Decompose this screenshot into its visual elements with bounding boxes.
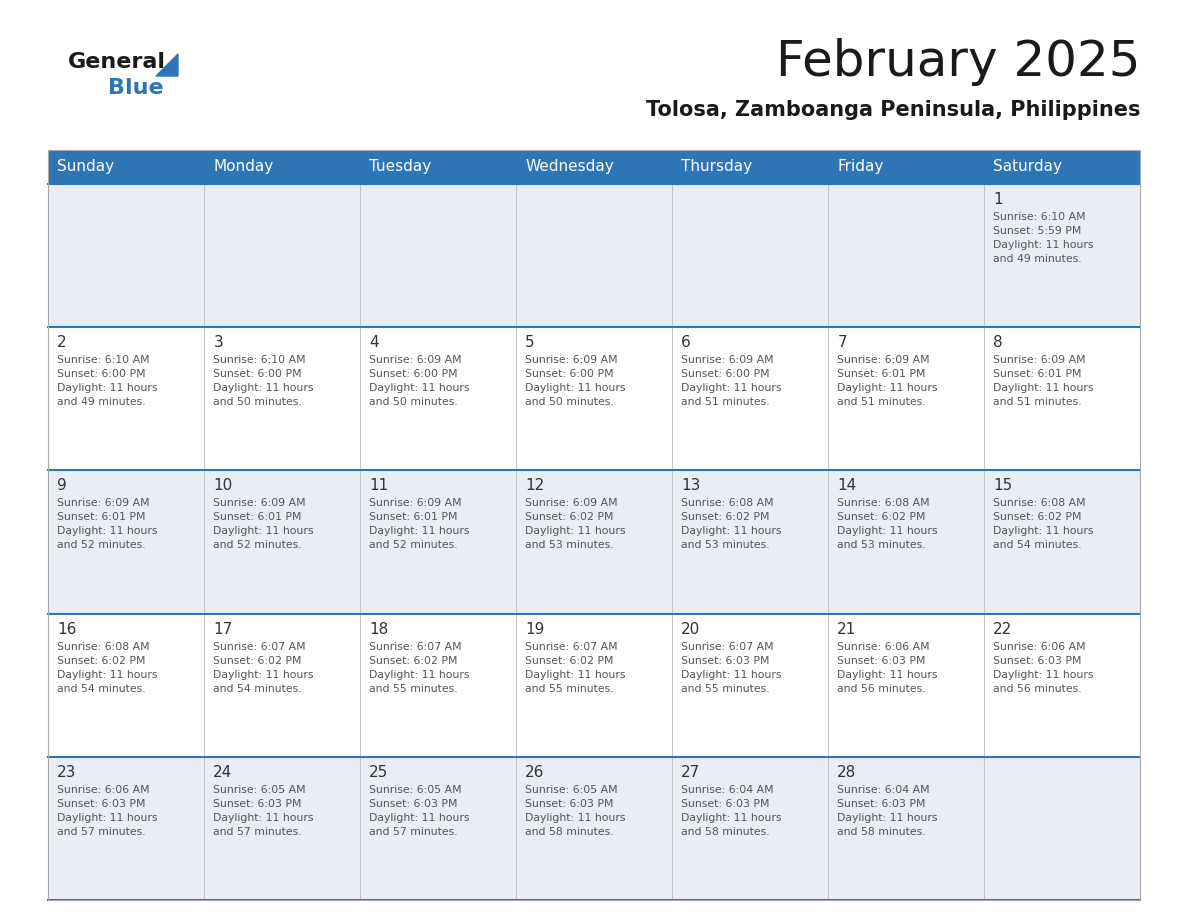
Text: General: General: [68, 52, 166, 72]
Text: 17: 17: [214, 621, 233, 636]
FancyBboxPatch shape: [48, 470, 1140, 613]
Text: Monday: Monday: [214, 160, 273, 174]
Text: 18: 18: [369, 621, 388, 636]
Text: 15: 15: [993, 478, 1012, 493]
Text: Sunrise: 6:09 AM
Sunset: 6:00 PM
Daylight: 11 hours
and 50 minutes.: Sunrise: 6:09 AM Sunset: 6:00 PM Dayligh…: [369, 355, 470, 408]
Text: Wednesday: Wednesday: [525, 160, 614, 174]
Text: Blue: Blue: [108, 78, 164, 98]
Text: Saturday: Saturday: [993, 160, 1062, 174]
Text: Sunday: Sunday: [57, 160, 114, 174]
Text: 2: 2: [57, 335, 67, 350]
Text: 12: 12: [525, 478, 544, 493]
FancyBboxPatch shape: [48, 756, 1140, 900]
Text: Sunrise: 6:05 AM
Sunset: 6:03 PM
Daylight: 11 hours
and 58 minutes.: Sunrise: 6:05 AM Sunset: 6:03 PM Dayligh…: [525, 785, 626, 837]
Text: 9: 9: [57, 478, 67, 493]
Text: 10: 10: [214, 478, 233, 493]
Text: Sunrise: 6:08 AM
Sunset: 6:02 PM
Daylight: 11 hours
and 53 minutes.: Sunrise: 6:08 AM Sunset: 6:02 PM Dayligh…: [838, 498, 937, 551]
Text: Sunrise: 6:10 AM
Sunset: 6:00 PM
Daylight: 11 hours
and 50 minutes.: Sunrise: 6:10 AM Sunset: 6:00 PM Dayligh…: [214, 355, 314, 408]
Text: Sunrise: 6:06 AM
Sunset: 6:03 PM
Daylight: 11 hours
and 56 minutes.: Sunrise: 6:06 AM Sunset: 6:03 PM Dayligh…: [993, 642, 1094, 694]
Text: Sunrise: 6:08 AM
Sunset: 6:02 PM
Daylight: 11 hours
and 54 minutes.: Sunrise: 6:08 AM Sunset: 6:02 PM Dayligh…: [993, 498, 1094, 551]
Text: Sunrise: 6:06 AM
Sunset: 6:03 PM
Daylight: 11 hours
and 56 minutes.: Sunrise: 6:06 AM Sunset: 6:03 PM Dayligh…: [838, 642, 937, 694]
Text: Sunrise: 6:09 AM
Sunset: 6:01 PM
Daylight: 11 hours
and 52 minutes.: Sunrise: 6:09 AM Sunset: 6:01 PM Dayligh…: [214, 498, 314, 551]
Text: 1: 1: [993, 192, 1003, 207]
Text: Sunrise: 6:07 AM
Sunset: 6:02 PM
Daylight: 11 hours
and 55 minutes.: Sunrise: 6:07 AM Sunset: 6:02 PM Dayligh…: [369, 642, 470, 694]
Text: Sunrise: 6:04 AM
Sunset: 6:03 PM
Daylight: 11 hours
and 58 minutes.: Sunrise: 6:04 AM Sunset: 6:03 PM Dayligh…: [682, 785, 782, 837]
Text: 26: 26: [525, 765, 545, 779]
FancyBboxPatch shape: [48, 327, 1140, 470]
Text: 11: 11: [369, 478, 388, 493]
Text: Sunrise: 6:06 AM
Sunset: 6:03 PM
Daylight: 11 hours
and 57 minutes.: Sunrise: 6:06 AM Sunset: 6:03 PM Dayligh…: [57, 785, 158, 837]
Text: February 2025: February 2025: [776, 38, 1140, 86]
Text: Sunrise: 6:09 AM
Sunset: 6:01 PM
Daylight: 11 hours
and 52 minutes.: Sunrise: 6:09 AM Sunset: 6:01 PM Dayligh…: [369, 498, 470, 551]
Text: Sunrise: 6:08 AM
Sunset: 6:02 PM
Daylight: 11 hours
and 53 minutes.: Sunrise: 6:08 AM Sunset: 6:02 PM Dayligh…: [682, 498, 782, 551]
Text: Sunrise: 6:09 AM
Sunset: 6:02 PM
Daylight: 11 hours
and 53 minutes.: Sunrise: 6:09 AM Sunset: 6:02 PM Dayligh…: [525, 498, 626, 551]
Text: Sunrise: 6:04 AM
Sunset: 6:03 PM
Daylight: 11 hours
and 58 minutes.: Sunrise: 6:04 AM Sunset: 6:03 PM Dayligh…: [838, 785, 937, 837]
Text: 28: 28: [838, 765, 857, 779]
Text: 16: 16: [57, 621, 77, 636]
Text: Sunrise: 6:10 AM
Sunset: 6:00 PM
Daylight: 11 hours
and 49 minutes.: Sunrise: 6:10 AM Sunset: 6:00 PM Dayligh…: [57, 355, 158, 408]
Text: Sunrise: 6:09 AM
Sunset: 6:00 PM
Daylight: 11 hours
and 50 minutes.: Sunrise: 6:09 AM Sunset: 6:00 PM Dayligh…: [525, 355, 626, 408]
Text: Sunrise: 6:09 AM
Sunset: 6:01 PM
Daylight: 11 hours
and 51 minutes.: Sunrise: 6:09 AM Sunset: 6:01 PM Dayligh…: [838, 355, 937, 408]
Text: 19: 19: [525, 621, 545, 636]
Text: Sunrise: 6:07 AM
Sunset: 6:03 PM
Daylight: 11 hours
and 55 minutes.: Sunrise: 6:07 AM Sunset: 6:03 PM Dayligh…: [682, 642, 782, 694]
Text: 3: 3: [214, 335, 223, 350]
Text: Sunrise: 6:07 AM
Sunset: 6:02 PM
Daylight: 11 hours
and 54 minutes.: Sunrise: 6:07 AM Sunset: 6:02 PM Dayligh…: [214, 642, 314, 694]
FancyBboxPatch shape: [48, 613, 1140, 756]
Text: 5: 5: [525, 335, 535, 350]
Polygon shape: [156, 54, 178, 76]
Text: 4: 4: [369, 335, 379, 350]
Text: 6: 6: [682, 335, 691, 350]
Text: 20: 20: [682, 621, 701, 636]
Text: Sunrise: 6:08 AM
Sunset: 6:02 PM
Daylight: 11 hours
and 54 minutes.: Sunrise: 6:08 AM Sunset: 6:02 PM Dayligh…: [57, 642, 158, 694]
Text: 23: 23: [57, 765, 77, 779]
Text: 7: 7: [838, 335, 847, 350]
Text: Sunrise: 6:05 AM
Sunset: 6:03 PM
Daylight: 11 hours
and 57 minutes.: Sunrise: 6:05 AM Sunset: 6:03 PM Dayligh…: [369, 785, 470, 837]
Text: 13: 13: [682, 478, 701, 493]
Text: Sunrise: 6:10 AM
Sunset: 5:59 PM
Daylight: 11 hours
and 49 minutes.: Sunrise: 6:10 AM Sunset: 5:59 PM Dayligh…: [993, 212, 1094, 264]
Text: 24: 24: [214, 765, 233, 779]
Text: Thursday: Thursday: [682, 160, 752, 174]
Text: 14: 14: [838, 478, 857, 493]
Text: 8: 8: [993, 335, 1003, 350]
Text: Tolosa, Zamboanga Peninsula, Philippines: Tolosa, Zamboanga Peninsula, Philippines: [645, 100, 1140, 120]
Text: 21: 21: [838, 621, 857, 636]
Text: Friday: Friday: [838, 160, 884, 174]
FancyBboxPatch shape: [48, 150, 1140, 184]
Text: Sunrise: 6:07 AM
Sunset: 6:02 PM
Daylight: 11 hours
and 55 minutes.: Sunrise: 6:07 AM Sunset: 6:02 PM Dayligh…: [525, 642, 626, 694]
FancyBboxPatch shape: [48, 184, 1140, 327]
Text: Sunrise: 6:09 AM
Sunset: 6:01 PM
Daylight: 11 hours
and 52 minutes.: Sunrise: 6:09 AM Sunset: 6:01 PM Dayligh…: [57, 498, 158, 551]
Text: Sunrise: 6:09 AM
Sunset: 6:01 PM
Daylight: 11 hours
and 51 minutes.: Sunrise: 6:09 AM Sunset: 6:01 PM Dayligh…: [993, 355, 1094, 408]
Text: Tuesday: Tuesday: [369, 160, 431, 174]
Text: 27: 27: [682, 765, 701, 779]
Text: 22: 22: [993, 621, 1012, 636]
Text: Sunrise: 6:09 AM
Sunset: 6:00 PM
Daylight: 11 hours
and 51 minutes.: Sunrise: 6:09 AM Sunset: 6:00 PM Dayligh…: [682, 355, 782, 408]
Text: 25: 25: [369, 765, 388, 779]
Text: Sunrise: 6:05 AM
Sunset: 6:03 PM
Daylight: 11 hours
and 57 minutes.: Sunrise: 6:05 AM Sunset: 6:03 PM Dayligh…: [214, 785, 314, 837]
